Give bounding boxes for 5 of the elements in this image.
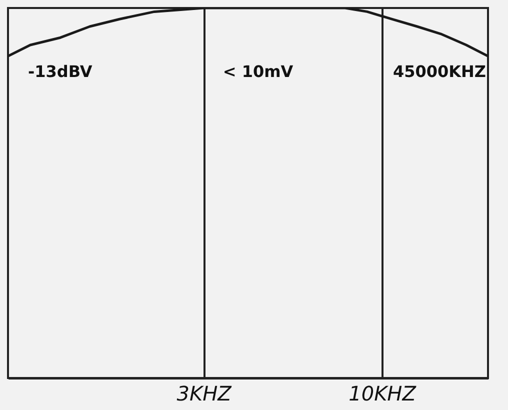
annotation: < 10mV <box>222 62 294 81</box>
x-tick-label: 3KHZ <box>176 382 233 406</box>
annotation: 45000KHZ <box>392 62 486 81</box>
annotation: -13dBV <box>28 62 93 81</box>
x-tick-label: 10KHZ <box>348 382 418 406</box>
